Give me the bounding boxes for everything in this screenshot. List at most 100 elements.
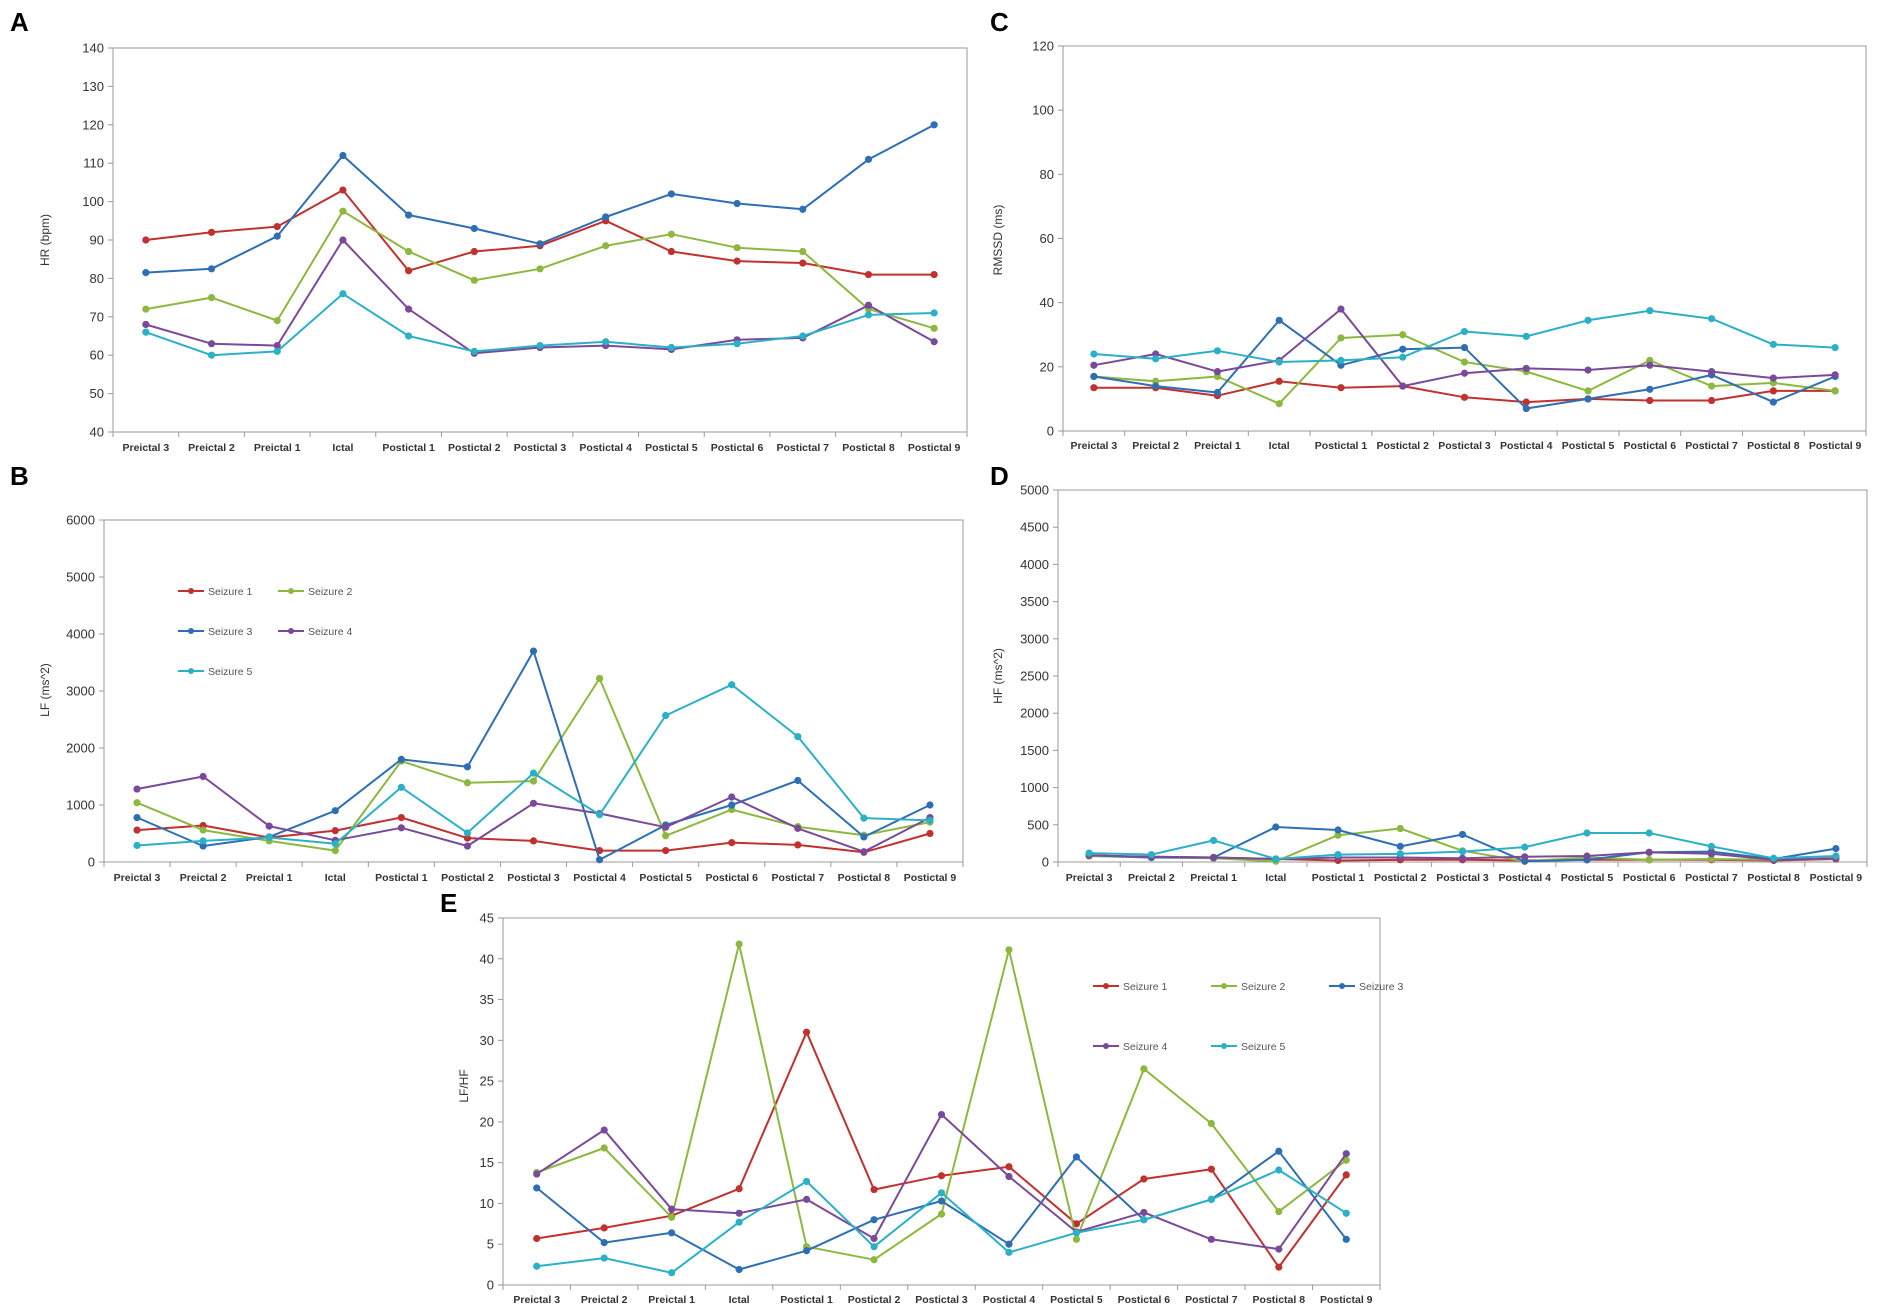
panel-e-series-seizure-5-point xyxy=(1072,1229,1081,1237)
panel-e-series-seizure-5-point xyxy=(533,1262,541,1270)
panel-e-legend-swatch-marker xyxy=(1103,983,1109,989)
panel-d-series-seizure-2-point xyxy=(1396,824,1404,833)
panel-e-x-tick-label: Postictal 6 xyxy=(1118,1294,1171,1306)
panel-c-series-seizure-4-point xyxy=(1707,368,1716,376)
panel-e-series-seizure-1-point xyxy=(1342,1171,1350,1179)
panel-b-series-seizure-5-point xyxy=(463,829,472,837)
panel-c-x-tick-label: Postictal 8 xyxy=(1747,440,1800,452)
panel-b-series-seizure-2-point xyxy=(463,779,472,787)
panel-b-x-tick-label: Postictal 5 xyxy=(639,872,692,884)
panel-e-y-tick-label: 40 xyxy=(480,951,494,966)
panel-c-series-seizure-1-point xyxy=(1090,384,1098,392)
panel-b-legend-label: Seizure 1 xyxy=(208,586,253,598)
panel-a-x-tick-label: Preictal 2 xyxy=(188,442,235,454)
panel-e-series-seizure-3-point xyxy=(937,1197,946,1205)
panel-a-series-seizure-2-point xyxy=(273,317,281,325)
panel-b-series-seizure-2-point xyxy=(595,674,604,683)
panel-a-series-seizure-2 xyxy=(142,207,938,332)
panel-b-series-seizure-1-point xyxy=(331,827,339,835)
panel-a-series-seizure-3-point xyxy=(733,199,741,208)
panel-d-y-tick-label: 0 xyxy=(1042,855,1049,870)
panel-b-series-seizure-1-point xyxy=(926,829,934,838)
panel-c-series-seizure-1-point xyxy=(1646,396,1654,405)
panel-c-series-seizure-4-point xyxy=(1337,305,1345,313)
panel-a-series-seizure-3 xyxy=(142,121,938,277)
panel-b-series-seizure-3-point xyxy=(529,647,538,655)
panel-a-series-seizure-5-point xyxy=(667,343,675,352)
panel-c-x-tick-label: Postictal 3 xyxy=(1438,440,1491,452)
panel-a-x-tick-label: Postictal 3 xyxy=(514,442,567,454)
panel-b: B 0 1000 2000 3000 4000 5000 6000 Preictal 3 Prei… xyxy=(10,461,964,884)
panel-e-y-tick-label: 35 xyxy=(480,992,494,1007)
panel-d-series-seizure-5-point xyxy=(1085,849,1093,857)
panel-e-x-tick-label: Preictal 3 xyxy=(513,1294,560,1306)
panel-c-series-seizure-5-point xyxy=(1399,353,1407,361)
panel-a-series-seizure-5-point xyxy=(536,341,544,350)
panel-e-series-seizure-2-point xyxy=(668,1213,676,1221)
panel-e-series-seizure-3-point xyxy=(1342,1235,1350,1243)
panel-e-y-tick-label: 30 xyxy=(480,1033,494,1048)
panel-b-legend-item: Seizure 4 xyxy=(278,626,353,638)
panel-e-x-tick-label: Ictal xyxy=(729,1294,750,1306)
panel-e-y-tick-label: 20 xyxy=(480,1114,494,1129)
panel-a-series-seizure-2-point xyxy=(799,247,807,256)
panel-e-legend-swatch-marker xyxy=(1103,1043,1109,1049)
panel-a-series-seizure-1-point xyxy=(470,247,478,256)
panel-d-series-seizure-5-point xyxy=(1147,850,1155,859)
panel-a-series-seizure-3-point xyxy=(930,121,938,129)
panel-d-x-tick-label: Preictal 1 xyxy=(1190,872,1237,884)
panel-c-x-tick-label: Preictal 2 xyxy=(1132,440,1179,452)
panel-e-legend-item: Seizure 3 xyxy=(1329,981,1404,993)
panel-a-series-seizure-4-point xyxy=(930,338,938,346)
panel-b-series-seizure-3-point xyxy=(397,755,405,764)
panel-a-x-tick-label: Preictal 1 xyxy=(254,442,301,454)
panel-c-series-seizure-4-point xyxy=(1584,366,1592,374)
panel-c-series-seizure-1-point xyxy=(1275,377,1283,385)
panel-a-series-seizure-1-point xyxy=(339,186,347,194)
panel-a-series-seizure-4-point xyxy=(207,340,216,348)
panel-c-y-tick-label: 120 xyxy=(1032,39,1054,54)
panel-b-series-seizure-4-point xyxy=(529,799,538,807)
panel-e-series-seizure-5-point xyxy=(1207,1195,1215,1203)
panel-e-x-tick-label: Postictal 1 xyxy=(780,1294,833,1306)
panel-e-series-seizure-5-point xyxy=(600,1254,608,1262)
panel-b-series-seizure-3-point xyxy=(595,856,604,864)
panel-a-x-tick-label: Ictal xyxy=(332,442,353,454)
panel-c-x-tick-label: Preictal 1 xyxy=(1194,440,1241,452)
panel-e-x-tick-label: Preictal 2 xyxy=(581,1294,628,1306)
panel-c-series-seizure-4-point xyxy=(1831,371,1839,379)
panel-c-y-axis-title: RMSSD (ms) xyxy=(991,205,1005,276)
panel-e-series-seizure-1-point xyxy=(870,1185,878,1194)
panel-d-x-tick-label: Postictal 9 xyxy=(1810,872,1863,884)
panel-c-x-tick-label: Postictal 2 xyxy=(1376,440,1429,452)
panel-b-x-tick-label: Postictal 6 xyxy=(705,872,758,884)
panel-a-series-seizure-1-point xyxy=(142,236,150,244)
panel-a-x-tick-label: Postictal 8 xyxy=(842,442,895,454)
panel-b-series-seizure-4-point xyxy=(728,793,736,801)
panel-b-x-tick-label: Postictal 8 xyxy=(838,872,891,884)
panel-d-series-seizure-5-point xyxy=(1832,852,1840,860)
panel-a-series-seizure-5-point xyxy=(142,328,150,336)
panel-c-x-tick-label: Postictal 1 xyxy=(1315,440,1368,452)
panel-a-series-seizure-2-point xyxy=(207,293,216,302)
panel-b-series-seizure-2-point xyxy=(133,799,141,807)
panel-b-legend-label: Seizure 2 xyxy=(308,586,353,598)
panel-b-legend-label: Seizure 3 xyxy=(208,626,253,638)
panel-a-y-tick-label: 140 xyxy=(82,41,104,56)
panel-d-series-seizure-3-point xyxy=(1458,830,1467,839)
panel-e-legend-item: Seizure 4 xyxy=(1093,1041,1168,1053)
panel-e-y-tick-label: 10 xyxy=(480,1196,494,1211)
panel-e-series-seizure-4-point xyxy=(668,1205,676,1213)
panel-d-x-tick-label: Postictal 7 xyxy=(1685,872,1738,884)
panel-c-y-tick-label: 100 xyxy=(1032,103,1054,118)
panel-a-series-seizure-5-point xyxy=(864,311,873,319)
panel-e-series-seizure-2-point xyxy=(1140,1065,1148,1073)
panel-e-x-tick-label: Postictal 2 xyxy=(848,1294,901,1306)
panel-e-legend-swatch-marker xyxy=(1221,1043,1227,1049)
panel-a-series-seizure-2-point xyxy=(470,276,478,284)
panel-d-letter: D xyxy=(990,461,1009,491)
panel-c-series-seizure-2-point xyxy=(1460,358,1469,366)
panel-e-series-seizure-4 xyxy=(533,1110,1350,1253)
panel-b-series-seizure-5-point xyxy=(926,816,934,824)
panel-a: A 40 50 60 70 80 90 100 110 120 130 140 Preictal 3 Pr… xyxy=(10,7,968,454)
